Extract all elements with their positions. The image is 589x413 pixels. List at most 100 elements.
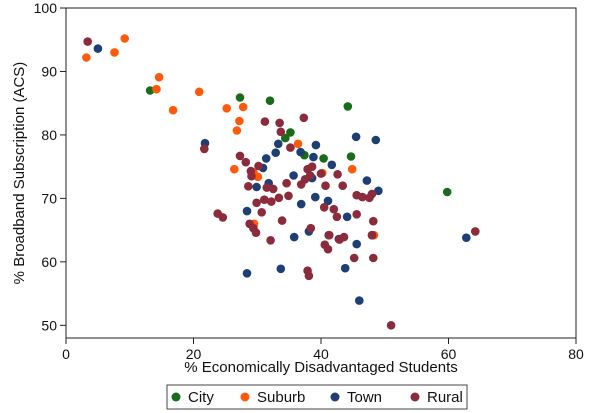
rural-point [299,113,309,123]
suburb-point [238,102,248,112]
suburb-point [110,48,119,57]
rural-point [277,216,287,225]
rural-point [367,230,377,240]
town-point [296,147,305,157]
rural-point [218,213,228,222]
town-legend-label: Town [347,389,382,406]
rural-point [244,182,253,191]
town-point [327,160,337,170]
town-point [289,171,298,180]
suburb-legend-label: Suburb [257,389,305,406]
rural-point [306,223,316,233]
rural-point [260,117,270,126]
suburb-point [152,84,161,94]
city-point [145,86,155,95]
suburb-point [168,105,178,115]
town-point [276,264,286,274]
city-legend-label: City [188,389,214,406]
data-points [82,34,480,330]
x-tick-label: 20 [186,346,202,362]
rural-point [369,216,378,226]
town-point [352,239,362,249]
town-point [309,152,318,162]
legend: City Suburb Town Rural [166,384,468,410]
suburb-point [347,164,357,174]
town-point [261,154,271,163]
rural-point [200,144,209,154]
suburb-point [230,164,239,174]
x-tick-label: 40 [313,346,329,362]
town-point [340,263,350,273]
rural-point [319,203,329,212]
town-point [362,176,372,185]
rural-point [235,151,245,161]
rural-point [349,253,359,263]
town-point [311,140,321,150]
rural-point [83,37,92,46]
city-point [281,133,290,143]
rural-point [332,212,342,222]
rural-point [262,183,272,192]
city-point [442,187,452,197]
city-point [235,93,245,102]
suburb-point [253,172,263,182]
town-point [323,196,333,206]
rural-point [339,232,349,242]
town-point [274,139,283,149]
rural-point [307,162,317,171]
suburb-point [222,104,231,113]
x-axis: 0 20 40 60 80 [62,338,584,362]
y-tick-label: 70 [41,190,57,206]
x-tick-label: 0 [62,346,70,362]
rural-point [304,271,314,281]
town-point [289,232,299,242]
rural-point [369,253,378,263]
rural-point [267,197,276,206]
rural-point [276,127,286,137]
rural-point [252,198,261,208]
rural-point [316,169,326,178]
town-point [242,206,252,216]
rural-point [323,244,333,254]
suburb-legend-marker [240,392,250,402]
rural-point [257,208,267,217]
rural-point [241,157,251,167]
town-point [252,182,261,192]
rural-point [329,204,339,214]
suburb-point [293,139,303,149]
suburb-point [235,116,244,126]
town-point [296,199,306,209]
y-tick-label: 80 [41,127,57,143]
y-tick-label: 60 [41,254,57,270]
x-axis-title: % Economically Disadvantaged Students [184,359,458,376]
y-axis-title: % Broadband Subscription (ACS) [11,62,28,285]
city-point [319,154,328,163]
rural-point [260,195,269,204]
town-point [342,212,352,222]
rural-point [254,161,263,171]
town-legend-marker [330,392,340,402]
rural-point [268,184,278,194]
rural-point [338,181,348,190]
suburb-point [232,126,242,135]
rural-point [282,178,291,188]
x-tick-label: 80 [568,346,584,362]
y-tick-label: 50 [41,317,57,333]
town-point [374,186,383,196]
town-point [355,296,364,305]
rural-point [284,191,293,201]
rural-point [325,230,334,240]
city-legend-marker [171,392,181,402]
town-point [242,269,252,278]
y-tick-label: 100 [34,0,58,16]
rural-legend-marker [410,392,420,402]
town-point [371,135,381,145]
suburb-point [154,72,164,82]
rural-point [251,228,261,237]
city-point [346,152,356,161]
rural-point [286,143,295,152]
town-point [93,44,103,53]
city-point [286,128,295,137]
town-point [462,233,471,242]
